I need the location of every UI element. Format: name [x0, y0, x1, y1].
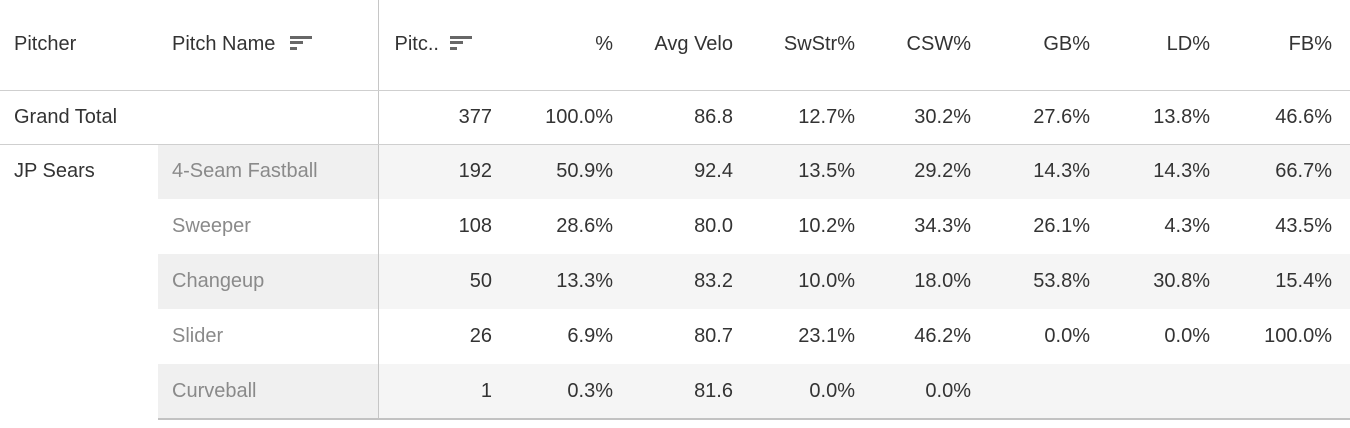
- cell[interactable]: 26: [377, 309, 510, 364]
- cell[interactable]: 108: [377, 199, 510, 254]
- cell[interactable]: 12.7%: [751, 90, 873, 145]
- header-ld[interactable]: LD%: [1108, 0, 1228, 91]
- cell[interactable]: 10.0%: [751, 254, 873, 309]
- cell[interactable]: 6.9%: [567, 325, 613, 347]
- cell[interactable]: 50: [377, 254, 510, 309]
- header-percent[interactable]: %: [510, 0, 631, 91]
- cell[interactable]: [989, 364, 1108, 420]
- pitch-name[interactable]: Changeup: [158, 254, 378, 309]
- cell[interactable]: 14.3%: [989, 144, 1108, 199]
- cell[interactable]: 10.2%: [798, 215, 855, 237]
- cell[interactable]: 0.0%: [1044, 325, 1090, 347]
- cell[interactable]: 28.6%: [556, 215, 613, 237]
- grand-total-label[interactable]: Grand Total: [0, 90, 378, 145]
- cell[interactable]: 46.2%: [914, 325, 971, 347]
- cell[interactable]: 0.3%: [510, 364, 631, 420]
- pitch-row: JP Sears 4-Seam Fastball 192 50.9% 92.4 …: [0, 144, 1350, 419]
- pitch-row: Changeup 50 13.3% 83.2 10.0% 18.0% 53.8%…: [0, 254, 1350, 309]
- cell[interactable]: [1228, 364, 1350, 420]
- cell[interactable]: 53.8%: [989, 254, 1108, 309]
- cell[interactable]: 0.0%: [873, 364, 989, 420]
- cell[interactable]: 30.8%: [1108, 254, 1228, 309]
- cell[interactable]: 100.0%: [1264, 325, 1332, 347]
- cell[interactable]: 34.3%: [914, 215, 971, 237]
- pitch-row: Sweeper 108 28.6% 80.0 10.2% 34.3% 26.1%…: [0, 199, 1350, 254]
- cell[interactable]: 0.0%: [751, 364, 873, 420]
- pitch-row: Slider 26 6.9% 80.7 23.1% 46.2% 0.0% 0.0…: [0, 309, 1350, 364]
- header-pitch-name-label: Pitch Name: [172, 33, 276, 56]
- cell[interactable]: 80.7: [694, 325, 733, 347]
- pitcher-name[interactable]: JP Sears: [0, 144, 158, 419]
- pitch-name[interactable]: Sweeper: [172, 215, 251, 237]
- cell[interactable]: 14.3%: [1108, 144, 1228, 199]
- cell[interactable]: 92.4: [631, 144, 751, 199]
- cell[interactable]: 50.9%: [510, 144, 631, 199]
- sort-descending-icon[interactable]: [449, 35, 472, 50]
- cell[interactable]: 86.8: [631, 90, 751, 145]
- cell[interactable]: 100.0%: [510, 90, 631, 145]
- cell[interactable]: 66.7%: [1228, 144, 1350, 199]
- header-fb[interactable]: FB%: [1228, 0, 1350, 91]
- cell[interactable]: 81.6: [631, 364, 751, 420]
- pitch-name[interactable]: Curveball: [158, 364, 378, 420]
- cell[interactable]: 27.6%: [989, 90, 1108, 145]
- cell[interactable]: 192: [377, 144, 510, 199]
- header-pitch-count[interactable]: Pitc..: [377, 0, 510, 91]
- sort-descending-icon[interactable]: [290, 35, 313, 50]
- cell[interactable]: 30.2%: [873, 90, 989, 145]
- cell[interactable]: 80.0: [694, 215, 733, 237]
- header-pitch-name[interactable]: Pitch Name: [158, 0, 378, 91]
- cell[interactable]: 83.2: [631, 254, 751, 309]
- cell[interactable]: 377: [377, 90, 510, 145]
- header-csw[interactable]: CSW%: [873, 0, 989, 91]
- cell[interactable]: 0.0%: [1164, 325, 1210, 347]
- cell[interactable]: 26.1%: [1033, 215, 1090, 237]
- header-avg-velo[interactable]: Avg Velo: [631, 0, 751, 91]
- cell[interactable]: [1108, 364, 1228, 420]
- cell[interactable]: 46.6%: [1228, 90, 1350, 145]
- cell[interactable]: 13.8%: [1108, 90, 1228, 145]
- cell[interactable]: 15.4%: [1228, 254, 1350, 309]
- cell[interactable]: 13.3%: [510, 254, 631, 309]
- cell[interactable]: 43.5%: [1275, 215, 1332, 237]
- pitch-name[interactable]: Slider: [172, 325, 224, 347]
- cell[interactable]: 18.0%: [873, 254, 989, 309]
- pitch-row: Curveball 1 0.3% 81.6 0.0% 0.0%: [0, 364, 1350, 420]
- header-pitch-count-label: Pitc..: [394, 33, 439, 56]
- pitch-name[interactable]: 4-Seam Fastball: [158, 144, 378, 199]
- cell[interactable]: 4.3%: [1164, 215, 1210, 237]
- grand-total-row: Grand Total 377 100.0% 86.8 12.7% 30.2% …: [0, 90, 1350, 145]
- cell[interactable]: 1: [377, 364, 510, 420]
- cell[interactable]: 13.5%: [751, 144, 873, 199]
- header-swstr[interactable]: SwStr%: [751, 0, 873, 91]
- cell[interactable]: 23.1%: [798, 325, 855, 347]
- header-pitcher[interactable]: Pitcher: [0, 0, 158, 91]
- header-gb[interactable]: GB%: [989, 0, 1108, 91]
- cell[interactable]: 29.2%: [873, 144, 989, 199]
- header-row: Pitcher Pitch Name Pitc.. % Avg Velo SwS…: [0, 0, 1350, 91]
